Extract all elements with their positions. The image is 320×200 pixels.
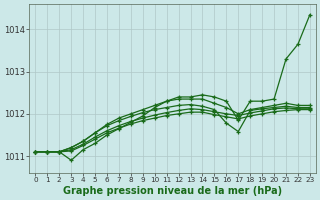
X-axis label: Graphe pression niveau de la mer (hPa): Graphe pression niveau de la mer (hPa) — [63, 186, 282, 196]
